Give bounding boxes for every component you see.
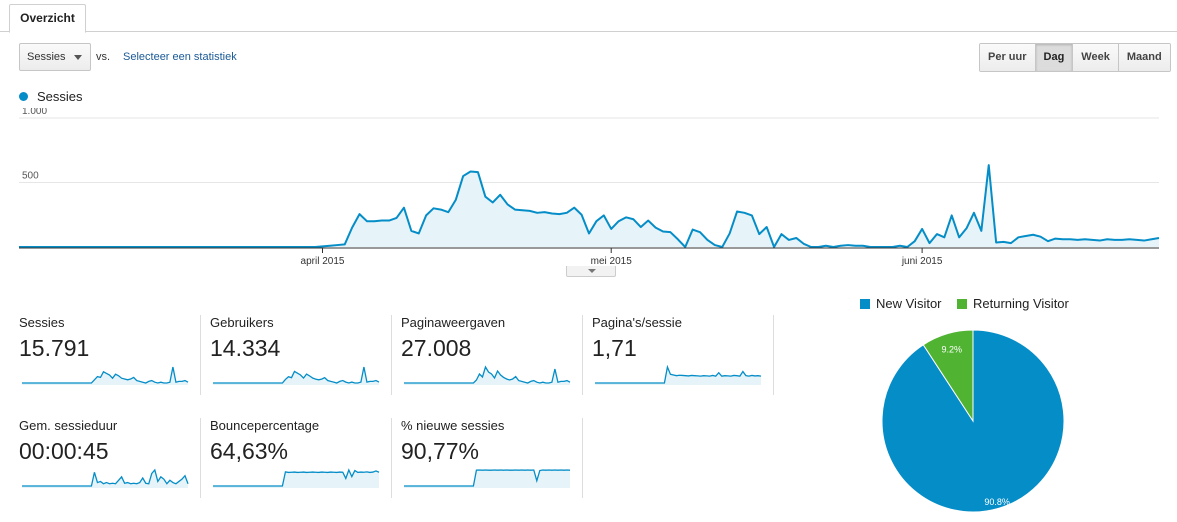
- scorecard-value: 1,71: [592, 335, 637, 361]
- scorecard-sessies[interactable]: Sessies 15.791: [19, 315, 201, 395]
- sparkline-area: [22, 367, 188, 385]
- legend-swatch: [860, 299, 870, 309]
- scorecard-value: 15.791: [19, 335, 90, 361]
- sparkline-area: [213, 367, 379, 385]
- pie-slice-label: 9.2%: [941, 344, 962, 354]
- granularity-day-button[interactable]: Dag: [1034, 44, 1073, 71]
- scorecard-paginaweergaven[interactable]: Paginaweergaven 27.008: [401, 315, 583, 395]
- metric-select[interactable]: Sessies: [19, 43, 91, 71]
- chart-collapse-toggle[interactable]: [566, 266, 616, 277]
- scorecard-label: Gebruikers: [210, 315, 274, 330]
- scorecard-bouncepercentage[interactable]: Bouncepercentage 64,63%: [210, 418, 392, 498]
- sparkline-line: [404, 469, 571, 487]
- metric-select-value: Sessies: [27, 51, 66, 63]
- sparkline: [22, 366, 189, 385]
- x-tick-label: juni 2015: [901, 256, 943, 267]
- x-tick-label: mei 2015: [591, 256, 633, 267]
- scorecard-label: Paginaweergaven: [401, 315, 506, 330]
- sparkline-area: [213, 470, 379, 488]
- sparkline: [213, 468, 380, 488]
- scorecard-nieuwe-sessies[interactable]: % nieuwe sessies 90,77%: [401, 418, 583, 498]
- sparkline: [404, 365, 571, 385]
- scorecard-value: 14.334: [210, 335, 281, 361]
- scorecard-label: Pagina's/sessie: [592, 315, 682, 330]
- pie-slice-label: 90.8%: [984, 497, 1010, 507]
- scorecard-label: Gem. sessieduur: [19, 418, 118, 433]
- y-tick-label: 500: [22, 171, 39, 182]
- visitor-type-pie-chart[interactable]: 90.8% 9.2%: [877, 326, 1069, 516]
- series-line: [19, 164, 1160, 248]
- sparkline-line: [22, 468, 189, 487]
- sparkline-line: [22, 366, 189, 384]
- select-metric-link[interactable]: Selecteer een statistiek: [123, 51, 237, 63]
- scorecard-value: 90,77%: [401, 438, 480, 464]
- granularity-hour-button[interactable]: Per uur: [980, 44, 1035, 71]
- legend-label: New Visitor: [876, 296, 942, 311]
- scorecard-label: Sessies: [19, 315, 65, 330]
- sparkline-area: [404, 367, 570, 385]
- series-legend-label: Sessies: [37, 89, 83, 104]
- sparkline: [404, 469, 571, 488]
- pie-legend-returning[interactable]: Returning Visitor: [957, 296, 1069, 311]
- chevron-down-icon: [588, 269, 596, 273]
- sparkline-line: [213, 468, 380, 487]
- series-legend-dot: [19, 92, 28, 101]
- scorecard-value: 64,63%: [210, 438, 289, 464]
- granularity-month-button[interactable]: Maand: [1117, 44, 1170, 71]
- chevron-down-icon: [74, 55, 82, 60]
- vs-label: vs.: [96, 51, 111, 63]
- sparkline-line: [404, 365, 571, 384]
- y-tick-label: 1.000: [22, 108, 47, 117]
- scorecard-value: 00:00:45: [19, 438, 109, 464]
- sparkline-area: [404, 470, 570, 488]
- scorecard-label: Bouncepercentage: [210, 418, 320, 433]
- scorecard-paginas-per-sessie[interactable]: Pagina's/sessie 1,71: [592, 315, 774, 395]
- sparkline: [595, 365, 762, 385]
- scorecard-label: % nieuwe sessies: [401, 418, 505, 433]
- scorecard-gebruikers[interactable]: Gebruikers 14.334: [210, 315, 392, 395]
- scorecard-sessieduur[interactable]: Gem. sessieduur 00:00:45: [19, 418, 201, 498]
- legend-swatch: [957, 299, 967, 309]
- tab-overzicht[interactable]: Overzicht: [9, 4, 86, 33]
- granularity-week-button[interactable]: Week: [1072, 44, 1118, 71]
- x-tick-label: april 2015: [301, 256, 345, 267]
- tab-bar: Overzicht: [0, 0, 1177, 33]
- sparkline-line: [213, 366, 380, 384]
- sparkline: [22, 468, 189, 488]
- sparkline-line: [595, 365, 762, 384]
- pie-slice-returning-visitor: [922, 329, 974, 423]
- granularity-toggle: Per uur Dag Week Maand: [979, 43, 1171, 72]
- legend-label: Returning Visitor: [973, 296, 1069, 311]
- scorecard-value: 27.008: [401, 335, 472, 361]
- pie-legend-new[interactable]: New Visitor: [860, 296, 942, 311]
- sparkline: [213, 366, 380, 385]
